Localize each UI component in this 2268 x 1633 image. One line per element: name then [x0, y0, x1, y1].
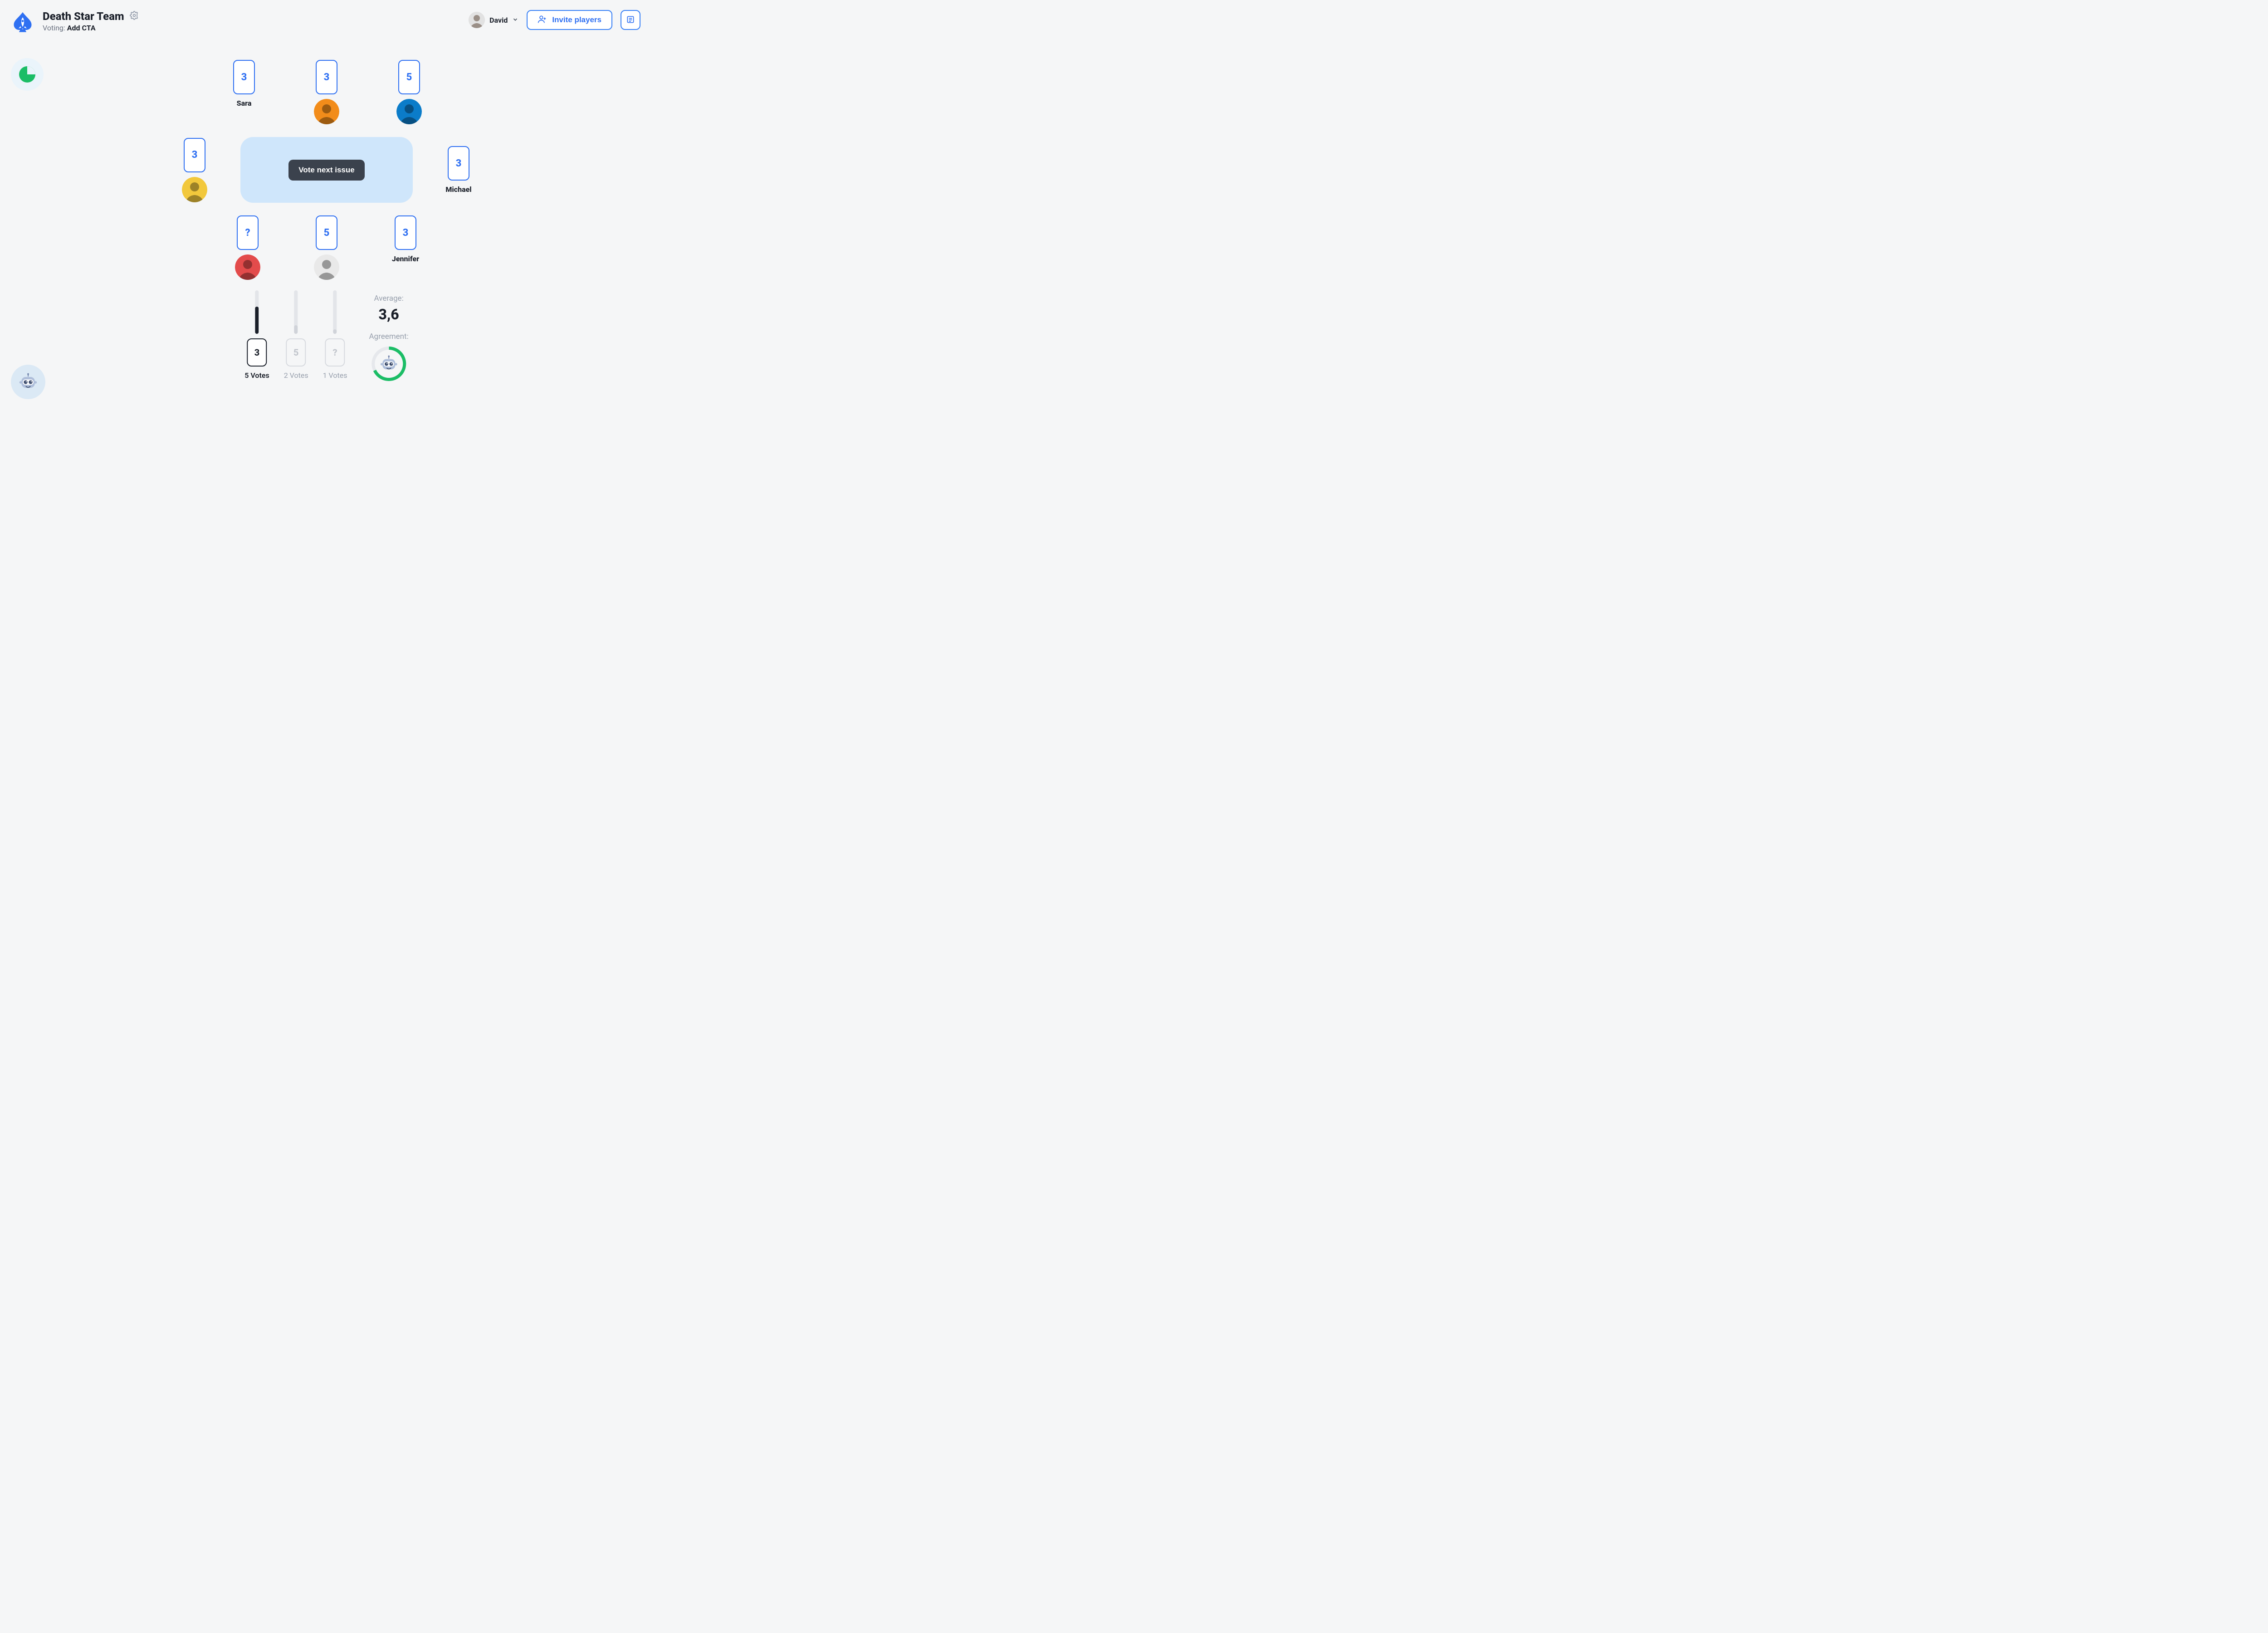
agreement-label: Agreement:	[369, 332, 408, 341]
vote-card: ?	[237, 215, 259, 250]
player-avatar	[182, 177, 207, 202]
player: 3	[306, 60, 347, 124]
poker-board: 3 Sara 3 5 3 Vote next issue 3 Michael ? 5 …	[181, 60, 472, 280]
header-right: David Invite players	[469, 10, 640, 30]
vote-card: 5	[316, 215, 337, 250]
player-right-slot: 3 Michael	[438, 146, 479, 194]
metrics: Average: 3,6 Agreement:	[369, 294, 408, 381]
player-avatar	[314, 99, 339, 124]
header: Death Star Team Voting: Add CTA David	[0, 0, 653, 34]
invite-label: Invite players	[552, 15, 601, 24]
players-top-row: 3 Sara 3 5	[224, 60, 430, 124]
agreement-ring	[371, 347, 406, 381]
player-avatar	[314, 254, 339, 280]
player-name: Jennifer	[392, 254, 419, 263]
player-name: Sara	[237, 99, 252, 108]
player: 5	[389, 60, 430, 124]
vote-bar[interactable]: 3 5 Votes	[244, 290, 269, 380]
user-menu[interactable]: David	[469, 12, 518, 28]
app-logo-icon	[11, 10, 34, 34]
bar-track	[255, 290, 259, 334]
result-card: 3	[247, 338, 267, 367]
bar-track	[294, 290, 298, 334]
results-stats: 3 5 Votes 5 2 Votes? 1 Votes Average: 3,6 Ag…	[244, 290, 408, 381]
vote-next-button[interactable]: Vote next issue	[288, 160, 364, 181]
result-card: 5	[286, 338, 306, 367]
result-count: 2 Votes	[284, 371, 308, 380]
vote-card: 3	[233, 60, 255, 94]
issues-button[interactable]	[621, 10, 640, 30]
player-name: Michael	[445, 185, 471, 194]
player: 3	[174, 138, 215, 202]
assistant-button[interactable]	[11, 365, 45, 399]
vote-card: 5	[398, 60, 420, 94]
timer-pie-icon[interactable]	[11, 58, 44, 91]
player: 5	[306, 215, 347, 280]
player-left-slot: 3	[174, 138, 215, 202]
player-avatar	[235, 254, 260, 280]
team-name: Death Star Team	[43, 10, 124, 23]
bar-fill	[255, 307, 259, 334]
invite-icon	[538, 15, 547, 26]
vote-card: 3	[184, 138, 205, 172]
user-avatar	[469, 12, 485, 28]
result-count: 5 Votes	[244, 371, 269, 380]
average-label: Average:	[374, 294, 404, 303]
bar-track	[333, 290, 337, 334]
player: 3 Sara	[224, 60, 264, 108]
voting-subtitle: Voting: Add CTA	[43, 24, 139, 32]
agreement-ring-inner	[375, 350, 403, 378]
table-surface: Vote next issue	[240, 137, 413, 203]
list-icon	[626, 15, 635, 25]
bar-fill	[333, 329, 337, 334]
header-left: Death Star Team Voting: Add CTA	[11, 10, 139, 34]
middle-row: 3 Vote next issue 3 Michael	[174, 137, 479, 203]
bar-fill	[294, 325, 298, 334]
settings-icon[interactable]	[130, 11, 139, 22]
subtitle-topic: Add CTA	[67, 24, 96, 32]
vote-card: 3	[395, 215, 416, 250]
vote-card: 3	[316, 60, 337, 94]
vote-bar[interactable]: 5 2 Votes	[284, 290, 308, 380]
result-card: ?	[325, 338, 345, 367]
vote-card: 3	[448, 146, 469, 181]
result-count: 1 Votes	[323, 371, 347, 380]
user-name: David	[489, 16, 508, 24]
player: ?	[227, 215, 268, 280]
player-avatar	[396, 99, 422, 124]
title-block: Death Star Team Voting: Add CTA	[43, 10, 139, 32]
average-value: 3,6	[379, 306, 399, 323]
invite-players-button[interactable]: Invite players	[527, 10, 612, 30]
robot-icon	[18, 372, 38, 392]
player: 3 Jennifer	[385, 215, 426, 263]
chevron-down-icon	[512, 16, 518, 24]
subtitle-prefix: Voting:	[43, 24, 67, 32]
vote-bar[interactable]: ? 1 Votes	[323, 290, 347, 380]
player: 3 Michael	[438, 146, 479, 194]
robot-icon	[379, 354, 398, 373]
vote-bars: 3 5 Votes 5 2 Votes? 1 Votes	[244, 290, 347, 380]
players-bottom-row: ? 5 3 Jennifer	[227, 215, 426, 280]
